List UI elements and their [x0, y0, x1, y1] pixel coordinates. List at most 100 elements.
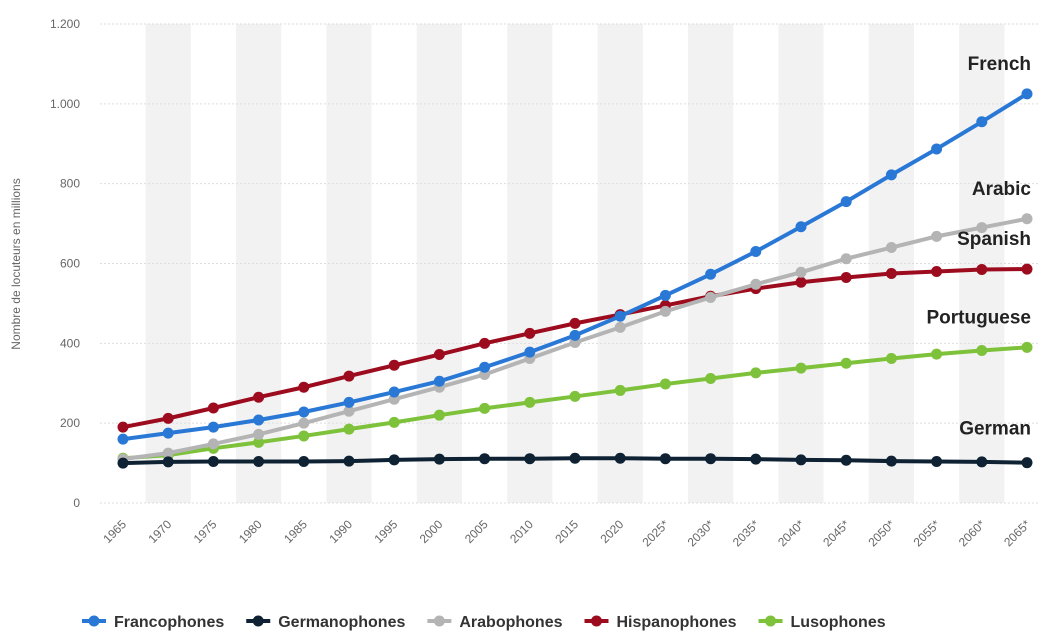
- x-tick-label: 1985: [281, 517, 310, 546]
- x-tick-label: 1965: [100, 517, 129, 546]
- point: [705, 291, 717, 303]
- point: [253, 414, 265, 426]
- point: [117, 457, 129, 469]
- point: [207, 402, 219, 414]
- point: [343, 405, 355, 417]
- point: [162, 412, 174, 424]
- point: [253, 428, 265, 440]
- point: [162, 456, 174, 468]
- y-tick-label: 600: [60, 257, 80, 271]
- point: [388, 386, 400, 398]
- point: [705, 268, 717, 280]
- annotation: French: [968, 54, 1031, 75]
- y-tick-label: 0: [73, 496, 80, 510]
- point: [614, 384, 626, 396]
- y-tick-label: 800: [60, 177, 80, 191]
- point: [569, 390, 581, 402]
- annotation: Arabic: [972, 179, 1032, 200]
- point: [253, 455, 265, 467]
- x-tick-label: 2035*: [730, 517, 762, 549]
- point: [162, 427, 174, 439]
- point: [976, 263, 988, 275]
- x-tick-label: 2030*: [685, 517, 717, 549]
- point: [840, 253, 852, 265]
- point: [885, 169, 897, 181]
- point: [750, 246, 762, 258]
- point: [524, 346, 536, 358]
- point: [976, 456, 988, 468]
- point: [659, 378, 671, 390]
- legend-marker: [433, 615, 445, 627]
- point: [614, 321, 626, 333]
- point: [931, 348, 943, 360]
- legend-label: Francophones: [114, 614, 224, 631]
- point: [524, 396, 536, 408]
- legend-item: Lusophones: [758, 614, 886, 631]
- x-tick-label: 2005: [462, 517, 491, 546]
- point: [388, 359, 400, 371]
- x-tick-label: 1980: [236, 517, 265, 546]
- point: [207, 421, 219, 433]
- x-tick-label: 2015: [552, 517, 581, 546]
- point: [659, 289, 671, 301]
- point: [840, 454, 852, 466]
- point: [433, 349, 445, 361]
- point: [162, 447, 174, 459]
- x-tick-label: 2065*: [1001, 517, 1033, 549]
- x-tick-label: 2000: [417, 517, 446, 546]
- band: [868, 24, 914, 503]
- x-tick-label: 2040*: [775, 517, 807, 549]
- x-tick-label: 2045*: [820, 517, 852, 549]
- point: [885, 455, 897, 467]
- point: [976, 222, 988, 234]
- point: [795, 454, 807, 466]
- point: [885, 242, 897, 254]
- y-axis-label: Nombre de locuteurs en millions: [9, 178, 23, 349]
- point: [614, 310, 626, 322]
- point: [117, 421, 129, 433]
- x-tick-label: 2050*: [865, 517, 897, 549]
- point: [524, 327, 536, 339]
- legend-label: Germanophones: [278, 614, 405, 631]
- point: [343, 370, 355, 382]
- legend-marker: [252, 615, 264, 627]
- point: [569, 329, 581, 341]
- x-tick-label: 2010: [507, 517, 536, 546]
- point: [298, 455, 310, 467]
- point: [1021, 341, 1033, 353]
- point: [433, 375, 445, 387]
- point: [750, 453, 762, 465]
- point: [659, 453, 671, 465]
- point: [253, 391, 265, 403]
- point: [705, 453, 717, 465]
- point: [840, 196, 852, 208]
- point: [885, 267, 897, 279]
- point: [840, 357, 852, 369]
- point: [795, 266, 807, 278]
- legend-item: Francophones: [82, 614, 224, 631]
- x-tick-label: 2020: [598, 517, 627, 546]
- point: [705, 372, 717, 384]
- x-tick-label: 1995: [372, 517, 401, 546]
- point: [479, 453, 491, 465]
- x-tick-label: 1970: [146, 517, 175, 546]
- point: [479, 337, 491, 349]
- point: [795, 221, 807, 233]
- legend-marker: [765, 615, 777, 627]
- point: [479, 361, 491, 373]
- point: [795, 362, 807, 374]
- y-tick-label: 1.000: [50, 97, 80, 111]
- point: [343, 423, 355, 435]
- y-tick-label: 400: [60, 336, 80, 350]
- point: [931, 265, 943, 277]
- point: [433, 409, 445, 421]
- point: [931, 143, 943, 155]
- annotation: German: [959, 419, 1031, 440]
- point: [795, 276, 807, 288]
- y-tick-label: 200: [60, 416, 80, 430]
- legend-item: Arabophones: [427, 614, 563, 631]
- point: [343, 455, 355, 467]
- point: [614, 452, 626, 464]
- y-tick-label: 1.200: [50, 17, 80, 31]
